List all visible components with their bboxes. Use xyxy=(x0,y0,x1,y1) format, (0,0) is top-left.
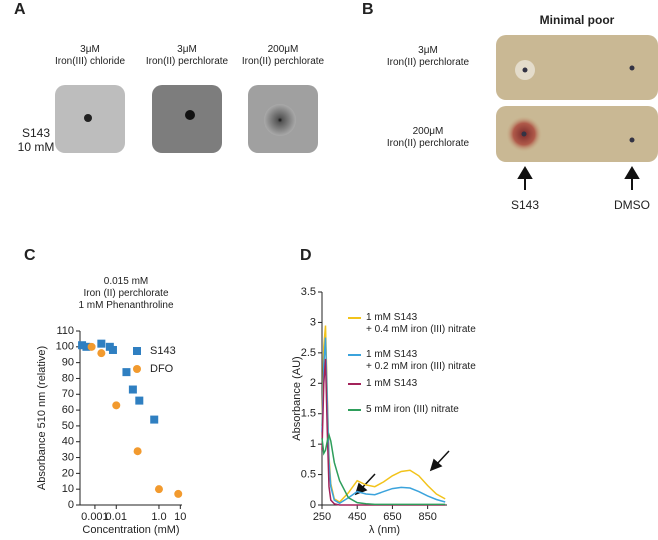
legend-label: 5 mM iron (III) nitrate xyxy=(366,404,459,415)
y-tick-label: 100 xyxy=(56,341,74,353)
y-tick-label: 2 xyxy=(310,377,316,389)
y-tick-label: 20 xyxy=(62,467,74,479)
condition-label: 3μM Iron(II) perchlorate xyxy=(145,44,229,67)
line xyxy=(321,337,446,505)
sample-label: S143 10 mM xyxy=(17,126,55,154)
x-tick-label: 650 xyxy=(383,511,401,523)
y-tick-label: 0 xyxy=(68,499,74,511)
condition-label: 200μM Iron(II) perchlorate xyxy=(241,44,325,67)
y-axis-label: Absorbance 510 nm (relative) xyxy=(36,346,48,490)
panel-label: A xyxy=(14,1,26,18)
x-tick-label: 0.01 xyxy=(106,511,127,523)
plate-spot xyxy=(185,110,195,120)
y-tick-label: 3.5 xyxy=(301,286,316,298)
point xyxy=(112,401,121,410)
legend-marker xyxy=(133,365,141,373)
condition-label: 3μM Iron(II) perchlorate xyxy=(386,45,470,68)
panel-label: B xyxy=(362,1,374,18)
y-tick-label: 1.5 xyxy=(301,408,316,420)
arrows xyxy=(517,166,640,190)
y-tick-label: 60 xyxy=(62,404,74,416)
point xyxy=(97,339,106,348)
panel-label: D xyxy=(300,247,312,264)
x-tick-label: 10 xyxy=(174,511,186,523)
y-tick-label: 30 xyxy=(62,451,74,463)
x-tick-label: 1.0 xyxy=(151,511,166,523)
y-tick-label: 3 xyxy=(310,316,316,328)
point xyxy=(97,349,106,358)
panel-title: Minimal poor xyxy=(539,13,615,27)
point xyxy=(135,396,144,405)
condition-label: 3μM Iron(III) chloride xyxy=(54,44,126,67)
legend-label: 1 mM S143 xyxy=(366,378,418,389)
y-tick-label: 110 xyxy=(56,325,74,337)
point xyxy=(78,341,87,350)
x-tick-label: 0.001 xyxy=(81,511,109,523)
y-tick-label: 50 xyxy=(62,420,74,432)
plate-spot xyxy=(629,137,635,143)
plate-spot xyxy=(521,131,527,137)
legend-label: S143 xyxy=(150,345,176,357)
x-axis-label: Concentration (mM) xyxy=(82,524,179,536)
point xyxy=(150,415,159,424)
point xyxy=(133,447,142,456)
y-tick-label: 70 xyxy=(62,388,74,400)
y-axis-label: Absorbance (AU) xyxy=(291,356,303,440)
y-tick-label: 0.5 xyxy=(301,468,316,480)
arrow-label: DMSO xyxy=(614,198,650,212)
line xyxy=(321,432,446,506)
legend-label: 1 mM S143 + 0.2 mM iron (III) nitrate xyxy=(366,349,476,372)
legend-label: 1 mM S143 + 0.4 mM iron (III) nitrate xyxy=(366,312,476,335)
y-tick-label: 80 xyxy=(62,372,74,384)
x-tick-label: 850 xyxy=(418,511,436,523)
chart-title: 0.015 mM Iron (II) perchlorate 1 mM Phen… xyxy=(78,276,174,311)
arrow-label: S143 xyxy=(510,198,540,212)
plate-spot xyxy=(84,114,92,122)
point xyxy=(154,485,163,494)
panel-label: C xyxy=(24,247,36,264)
plate-spot xyxy=(629,65,635,71)
y-tick-label: 90 xyxy=(62,357,74,369)
point xyxy=(108,345,117,354)
point xyxy=(174,489,183,498)
point xyxy=(82,342,91,351)
x-tick-label: 250 xyxy=(313,511,331,523)
point xyxy=(122,368,131,377)
point xyxy=(128,385,137,394)
x-tick-label: 450 xyxy=(348,511,366,523)
y-tick-label: 10 xyxy=(62,483,74,495)
plate-spot xyxy=(264,104,296,136)
y-tick-label: 0 xyxy=(310,499,316,511)
point xyxy=(87,342,96,351)
plate-image xyxy=(496,35,658,100)
legend-label: DFO xyxy=(150,363,174,375)
legend-marker xyxy=(133,347,141,355)
condition-label: 200μM Iron(II) perchlorate xyxy=(386,126,470,149)
y-tick-label: 2.5 xyxy=(301,347,316,359)
y-tick-label: 1 xyxy=(310,438,316,450)
plate-image xyxy=(496,106,658,162)
plate-spot xyxy=(522,67,528,73)
x-axis-label: λ (nm) xyxy=(369,524,400,536)
y-tick-label: 40 xyxy=(62,436,74,448)
